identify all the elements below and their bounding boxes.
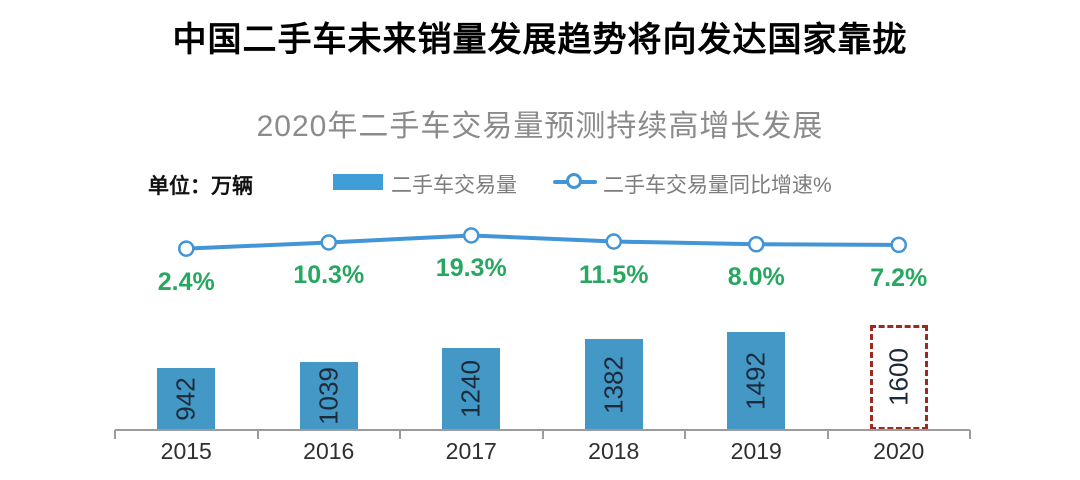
x-axis-tick xyxy=(969,430,971,439)
x-axis-tick xyxy=(114,430,116,439)
x-axis-category-label: 2020 xyxy=(873,438,925,464)
growth-point-marker xyxy=(320,234,337,251)
x-axis-category-label: 2017 xyxy=(445,438,497,464)
x-axis-line xyxy=(115,429,970,431)
growth-point-marker xyxy=(890,236,907,254)
x-axis-category-label: 2018 xyxy=(588,438,640,464)
bar-value-label: 942 xyxy=(170,377,201,421)
growth-value-label: 11.5% xyxy=(578,260,649,289)
bar: 1492 xyxy=(727,331,786,430)
growth-value-label: 19.3% xyxy=(435,254,507,283)
bar-value-label: 1492 xyxy=(740,351,771,410)
bar: 1240 xyxy=(442,348,501,430)
growth-point-marker xyxy=(605,233,622,250)
legend-line-label: 二手车交易量同比增速% xyxy=(603,174,832,197)
bar-value-label: 1039 xyxy=(313,366,344,425)
legend-bar-swatch xyxy=(333,174,383,190)
x-axis-tick xyxy=(684,430,686,439)
legend-line-marker-icon xyxy=(566,173,582,189)
x-axis-tick xyxy=(541,430,544,439)
unit-label: 单位：万辆 xyxy=(148,175,253,198)
growth-point-marker xyxy=(463,227,480,244)
x-axis-category-label: 2016 xyxy=(303,438,355,464)
growth-value-label: 10.3% xyxy=(293,261,365,290)
chart-subtitle: 2020年二手车交易量预测持续高增长发展 xyxy=(256,110,824,143)
bar-value-label: 1382 xyxy=(598,355,629,414)
growth-value-label: 8.0% xyxy=(727,263,785,292)
bar: 942 xyxy=(157,368,216,430)
growth-point-marker xyxy=(748,236,765,253)
x-axis-tick xyxy=(399,430,401,439)
page-title: 中国二手车未来销量发展趋势将向发达国家靠拢 xyxy=(172,21,908,59)
growth-value-label: 7.2% xyxy=(870,263,928,292)
bar: 1039 xyxy=(299,361,358,430)
bar-value-label: 1600 xyxy=(883,348,914,407)
x-axis-category-label: 2019 xyxy=(730,438,782,464)
legend-bar-label: 二手车交易量 xyxy=(391,174,517,197)
bar-value-label: 1240 xyxy=(455,360,486,419)
x-axis-category-label: 2015 xyxy=(160,438,212,464)
x-axis-tick xyxy=(826,430,829,439)
growth-value-label: 2.4% xyxy=(157,267,215,296)
growth-line xyxy=(186,233,899,251)
bar-forecast: 1600 xyxy=(869,324,928,430)
x-axis-tick xyxy=(256,430,259,439)
bar: 1382 xyxy=(584,339,643,430)
growth-point-marker xyxy=(178,240,195,257)
